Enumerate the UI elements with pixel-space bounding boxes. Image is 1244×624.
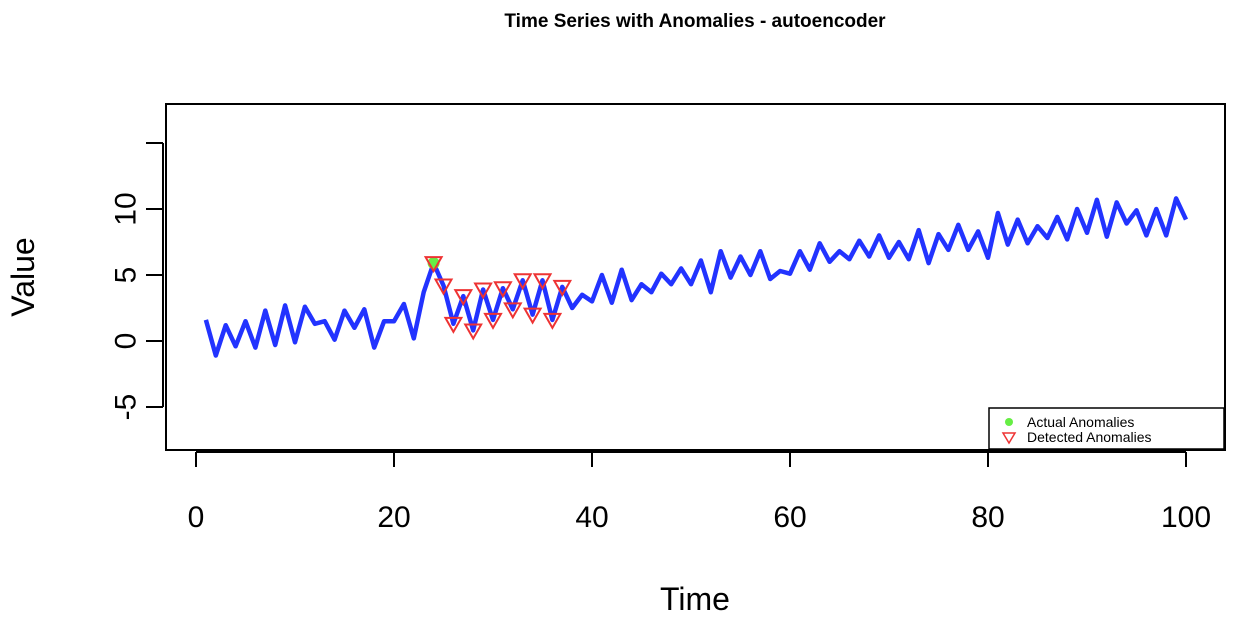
x-tick-label: 60 <box>773 501 806 534</box>
y-axis: -5 0 5 10 <box>110 142 164 421</box>
x-tick-label: 80 <box>971 501 1004 534</box>
detected-anomaly-point <box>532 273 553 291</box>
marker-layer <box>423 256 573 341</box>
detected-anomaly-point <box>552 279 573 297</box>
detected-anomaly-point <box>463 323 483 341</box>
chart-title: Time Series with Anomalies - autoencoder <box>504 11 886 32</box>
series-layer <box>203 196 1189 358</box>
legend-actual-anomalies-marker <box>1005 418 1013 426</box>
detected-anomaly-point <box>443 316 464 334</box>
legend: Actual Anomalies Detected Anomalies <box>988 407 1225 450</box>
y-axis-label: Value <box>5 237 41 316</box>
detected-anomaly-point <box>512 273 533 291</box>
x-tick-label: 40 <box>575 501 608 534</box>
y-tick-label: 0 <box>110 333 143 350</box>
y-tick-label: 5 <box>110 267 143 284</box>
y-tick-label: 10 <box>110 192 143 225</box>
x-tick-label: 0 <box>188 501 205 534</box>
detected-anomaly-point <box>542 312 563 330</box>
x-tick-label: 20 <box>377 501 410 534</box>
detected-anomaly-point <box>493 281 513 299</box>
detected-anomaly-point <box>483 312 503 330</box>
detected-anomaly-point <box>473 282 493 300</box>
detected-anomaly-point <box>453 289 474 307</box>
x-axis-label: Time <box>660 581 730 617</box>
legend-detected-anomalies-marker <box>1001 432 1017 445</box>
series-line <box>203 196 1189 358</box>
plot-area-border <box>165 103 1226 451</box>
y-tick-label: -5 <box>110 394 143 421</box>
x-axis: 0 20 40 60 80 100 <box>188 451 1211 534</box>
legend-detected-anomalies-label: Detected Anomalies <box>1027 429 1152 445</box>
detected-anomaly-point <box>522 307 543 325</box>
detected-anomaly-point <box>503 302 523 320</box>
legend-box <box>988 407 1225 450</box>
detected-anomaly-point <box>423 256 444 274</box>
legend-actual-anomalies-label: Actual Anomalies <box>1027 414 1134 430</box>
detected-anomaly-point <box>433 278 454 296</box>
x-tick-label: 100 <box>1161 501 1211 534</box>
